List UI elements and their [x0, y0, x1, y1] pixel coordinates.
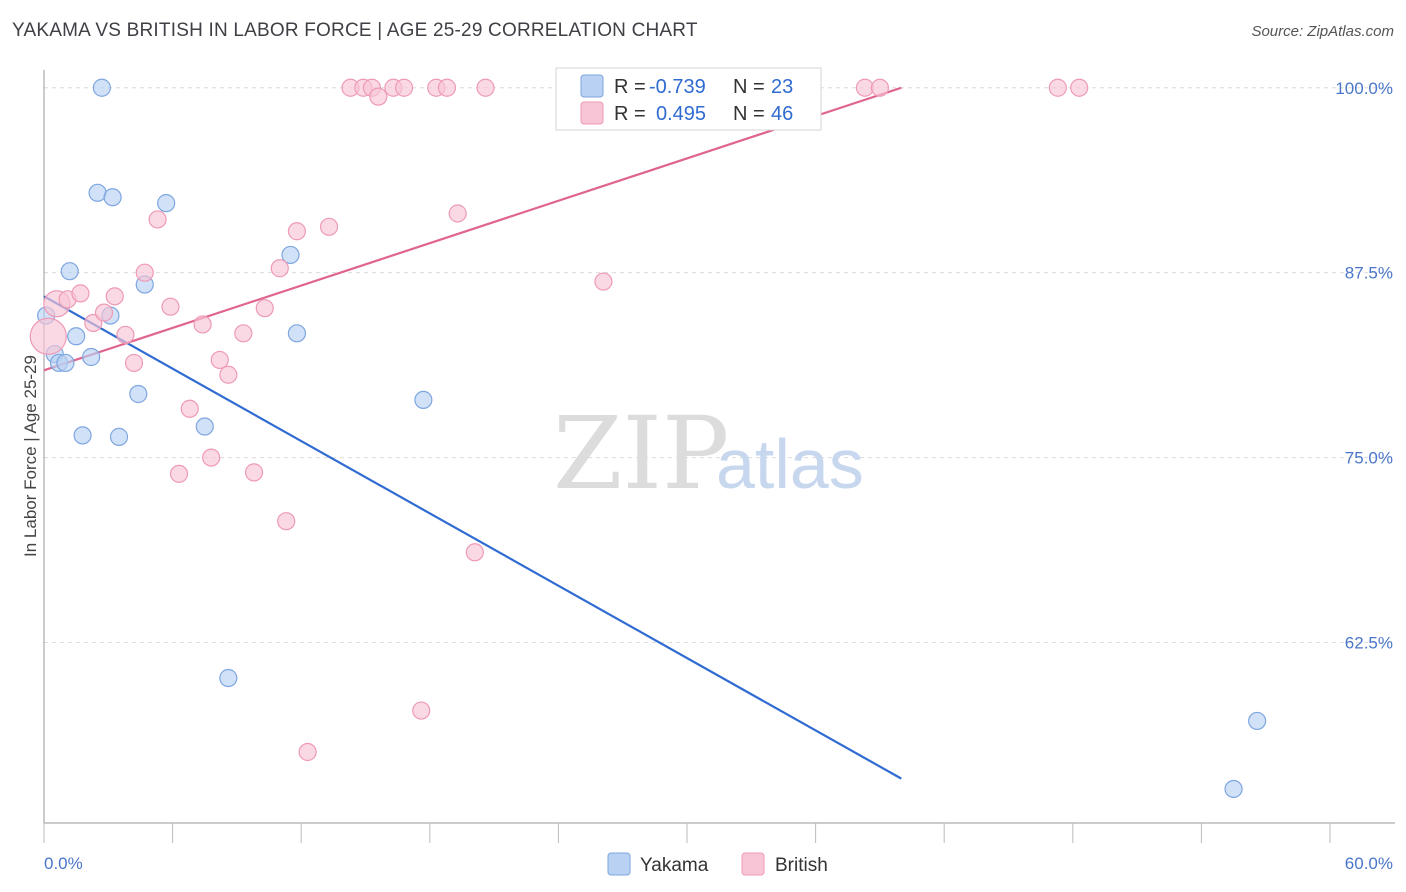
- point-british-21: [270, 259, 289, 278]
- point-british-0: [29, 317, 67, 355]
- point-british-19: [244, 463, 264, 482]
- watermark-zip: ZIP: [553, 395, 729, 512]
- trend-line-british: [43, 86, 902, 372]
- point-british-23: [287, 222, 307, 241]
- point-british-15: [202, 448, 221, 467]
- point-yakama-11: [103, 188, 122, 207]
- series-label-yakama: Yakama: [640, 855, 709, 876]
- point-british-36: [465, 543, 484, 562]
- point-yakama-22: [1224, 779, 1243, 799]
- watermark-atlas: atlas: [716, 425, 864, 503]
- point-british-16: [210, 350, 229, 370]
- point-british-24: [298, 742, 317, 762]
- point-british-11: [161, 297, 180, 316]
- x-tick-labels: 0.0% 60.0%: [44, 854, 1393, 873]
- point-yakama-15: [157, 194, 176, 213]
- point-british-17: [219, 365, 238, 384]
- point-yakama-20: [414, 390, 433, 409]
- point-british-9: [135, 263, 154, 282]
- point-british-31: [394, 78, 414, 97]
- point-british-7: [116, 325, 135, 344]
- point-british-13: [180, 399, 199, 418]
- point-yakama-18: [281, 245, 300, 265]
- point-yakama-7: [82, 347, 101, 367]
- point-yakama-5: [67, 327, 86, 346]
- legend-r-label-british: R =: [614, 103, 646, 125]
- point-british-8: [124, 353, 144, 373]
- y-tick-label-3: 100.0%: [1335, 79, 1393, 98]
- point-british-34: [437, 78, 457, 97]
- point-british-3: [71, 284, 90, 303]
- data-points: [29, 78, 1267, 799]
- point-yakama-4: [60, 262, 79, 281]
- point-british-12: [169, 464, 189, 483]
- source-credit: Source: ZipAtlas.com: [1251, 23, 1394, 40]
- series-label-british: British: [775, 855, 828, 876]
- point-yakama-6: [73, 426, 92, 445]
- point-yakama-9: [92, 78, 111, 97]
- point-british-25: [319, 217, 339, 236]
- point-british-20: [255, 299, 274, 318]
- point-british-18: [234, 324, 253, 343]
- series-swatch-yakama: [607, 852, 631, 876]
- y-tick-label-0: 62.5%: [1345, 634, 1393, 653]
- point-british-10: [148, 210, 167, 229]
- point-british-44: [1048, 78, 1067, 97]
- x-tick-label-0: 0.0%: [44, 854, 83, 873]
- point-yakama-17: [219, 668, 238, 688]
- point-british-5: [94, 303, 114, 322]
- point-yakama-8: [88, 183, 107, 202]
- trend-line-yakama: [43, 295, 902, 780]
- correlation-legend: R = -0.739 N = 23 R = 0.495 N = 46: [555, 67, 822, 131]
- legend-r-value-british: 0.495: [656, 103, 706, 125]
- point-british-22: [277, 512, 296, 531]
- y-tick-labels: 62.5% 75.0% 87.5% 100.0%: [1335, 79, 1393, 653]
- point-yakama-13: [129, 384, 148, 404]
- point-british-32: [412, 701, 431, 720]
- legend-n-label-british: N =: [733, 103, 765, 125]
- x-tick-label-1: 60.0%: [1345, 854, 1393, 873]
- watermark: ZIP atlas: [553, 395, 864, 512]
- y-axis-label: In Labor Force | Age 25-29: [21, 355, 40, 557]
- series-legend: Yakama British: [607, 852, 828, 876]
- point-british-35: [448, 204, 467, 223]
- legend-swatch-yakama: [580, 74, 604, 98]
- grid-lines: [44, 87, 1395, 644]
- legend-n-value-yakama: 23: [771, 76, 793, 98]
- trend-lines: [43, 86, 902, 780]
- chart-title: YAKAMA VS BRITISH IN LABOR FORCE | AGE 2…: [12, 20, 698, 41]
- y-tick-label-1: 75.0%: [1345, 449, 1393, 468]
- y-tick-label-2: 87.5%: [1345, 264, 1393, 283]
- legend-swatch-british: [580, 101, 604, 125]
- legend-n-label-yakama: N =: [733, 76, 765, 98]
- point-yakama-12: [109, 427, 129, 446]
- point-yakama-3: [56, 353, 75, 373]
- legend-r-label-yakama: R =: [614, 76, 646, 98]
- point-british-43: [870, 78, 890, 97]
- point-british-14: [193, 315, 212, 334]
- legend-n-value-british: 46: [771, 103, 793, 125]
- series-swatch-british: [741, 852, 765, 876]
- point-british-29: [369, 87, 388, 106]
- point-yakama-21: [1248, 711, 1267, 731]
- point-british-37: [476, 78, 495, 97]
- point-british-38: [594, 272, 613, 291]
- axes: [43, 70, 1395, 843]
- point-british-45: [1070, 78, 1089, 97]
- point-yakama-16: [195, 417, 214, 436]
- point-british-6: [105, 287, 124, 306]
- legend-r-value-yakama: -0.739: [649, 76, 706, 98]
- point-yakama-19: [287, 324, 307, 343]
